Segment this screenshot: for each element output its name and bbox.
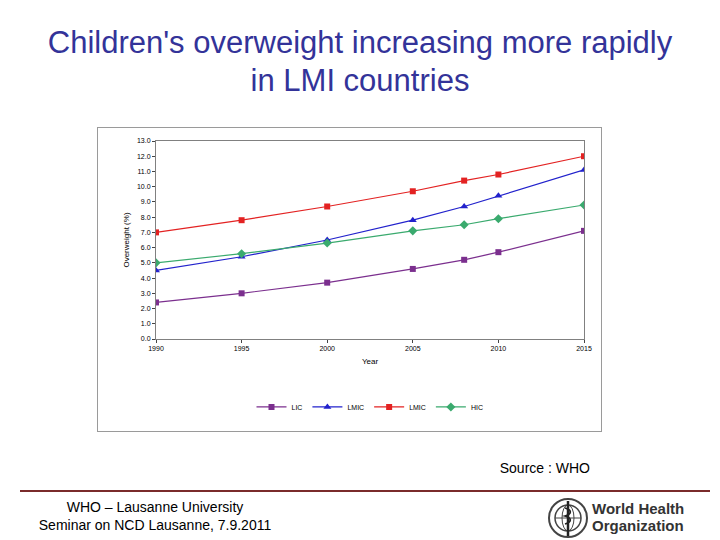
html-text:Organization: Organization (592, 517, 684, 534)
svg-text:1990: 1990 (148, 345, 164, 352)
svg-text:5.0: 5.0 (141, 259, 151, 266)
svg-text:9.0: 9.0 (141, 198, 151, 205)
svg-text:Year: Year (362, 357, 379, 366)
svg-text:LMIC: LMIC (347, 404, 364, 411)
svg-text:6.0: 6.0 (141, 244, 151, 251)
svg-text:12.0: 12.0 (137, 153, 151, 160)
svg-text:2005: 2005 (405, 345, 421, 352)
svg-text:4.0: 4.0 (141, 275, 151, 282)
svg-text:7.0: 7.0 (141, 229, 151, 236)
svg-text:0.0: 0.0 (141, 335, 151, 342)
svg-text:2015: 2015 (576, 345, 592, 352)
html-text:Source : WHO: Source : WHO (499, 460, 590, 476)
svg-text:Overweight (%): Overweight (%) (122, 212, 131, 267)
svg-text:1.0: 1.0 (141, 320, 151, 327)
svg-text:LIC: LIC (292, 404, 303, 411)
html-text:Children's overweight increasi: Children's overweight increasing more ra… (47, 25, 673, 98)
svg-text:HIC: HIC (471, 404, 483, 411)
svg-text:10.0: 10.0 (137, 183, 151, 190)
svg-text:1995: 1995 (234, 345, 250, 352)
svg-text:2.0: 2.0 (141, 305, 151, 312)
svg-text:2010: 2010 (491, 345, 507, 352)
html-text:WHO – Lausanne University: WHO – Lausanne University (66, 499, 244, 515)
html-text:World Health: World Health (592, 500, 685, 517)
svg-text:13.0: 13.0 (137, 137, 151, 144)
svg-text:2000: 2000 (319, 345, 335, 352)
svg-text:8.0: 8.0 (141, 214, 151, 221)
svg-text:11.0: 11.0 (137, 168, 150, 175)
html-text:Seminar on NCD Lausanne, 7.9.2: Seminar on NCD Lausanne, 7.9.2011 (38, 517, 272, 533)
svg-text:LMIC: LMIC (409, 404, 426, 411)
svg-text:3.0: 3.0 (141, 290, 151, 297)
